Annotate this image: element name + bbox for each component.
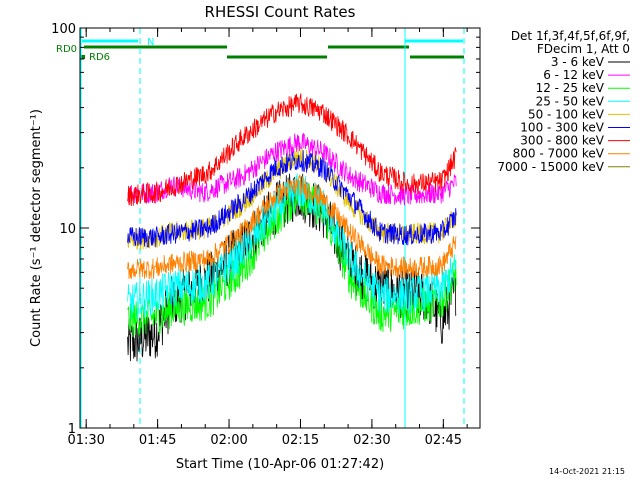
x-tick-label: 02:45 — [425, 433, 462, 448]
y-tick-label: 100 — [51, 22, 76, 37]
legend-label-7: 800 - 7000 keV — [513, 147, 605, 161]
legend-label-6: 300 - 800 keV — [520, 134, 604, 148]
series-line-5 — [127, 150, 457, 248]
legend-label-4: 50 - 100 keV — [528, 107, 605, 121]
legend-label-2: 12 - 25 keV — [536, 81, 605, 95]
y-axis-label: Count Rate (s⁻¹ detector segment⁻¹) — [29, 109, 44, 347]
legend-header-line1: Det 1f,3f,4f,5f,6f,9f, — [511, 29, 630, 43]
series-line-7 — [127, 174, 457, 280]
attenuator-indicators: N RD0 RD6 — [56, 28, 465, 428]
x-tick-label: 02:00 — [210, 433, 247, 448]
series-line-3 — [127, 173, 457, 320]
x-tick-label: 01:45 — [139, 433, 176, 448]
x-tick-label: 02:30 — [353, 433, 390, 448]
legend-label-1: 6 - 12 keV — [543, 68, 605, 82]
rd6-label: RD6 — [89, 52, 110, 63]
x-tick-label: 02:15 — [282, 433, 319, 448]
legend-label-8: 7000 - 15000 keV — [497, 160, 604, 174]
y-tick-label: 1 — [68, 422, 76, 437]
timestamp: 14-Oct-2021 21:15 — [549, 467, 625, 476]
legend-header-line2: FDecim 1, Att 0 — [537, 42, 630, 56]
rd0-label: RD0 — [56, 44, 77, 55]
series-line-6 — [127, 93, 457, 207]
legend-label-5: 100 - 300 keV — [520, 121, 604, 135]
chart-title: RHESSI Count Rates — [205, 3, 356, 21]
n-label: N — [147, 37, 154, 48]
x-axis-label: Start Time (10-Apr-06 01:27:42) — [176, 457, 384, 472]
x-tick-label: 01:30 — [67, 433, 104, 448]
series-layer — [127, 93, 457, 362]
legend-label-0: 3 - 6 keV — [551, 55, 605, 69]
rd6-marker — [81, 55, 85, 59]
legend-label-3: 25 - 50 keV — [536, 94, 605, 108]
axes-layer: 01:30 01:45 02:00 02:15 02:30 02:45 1 10 100 — [51, 22, 481, 448]
y-tick-label: 10 — [59, 222, 76, 237]
